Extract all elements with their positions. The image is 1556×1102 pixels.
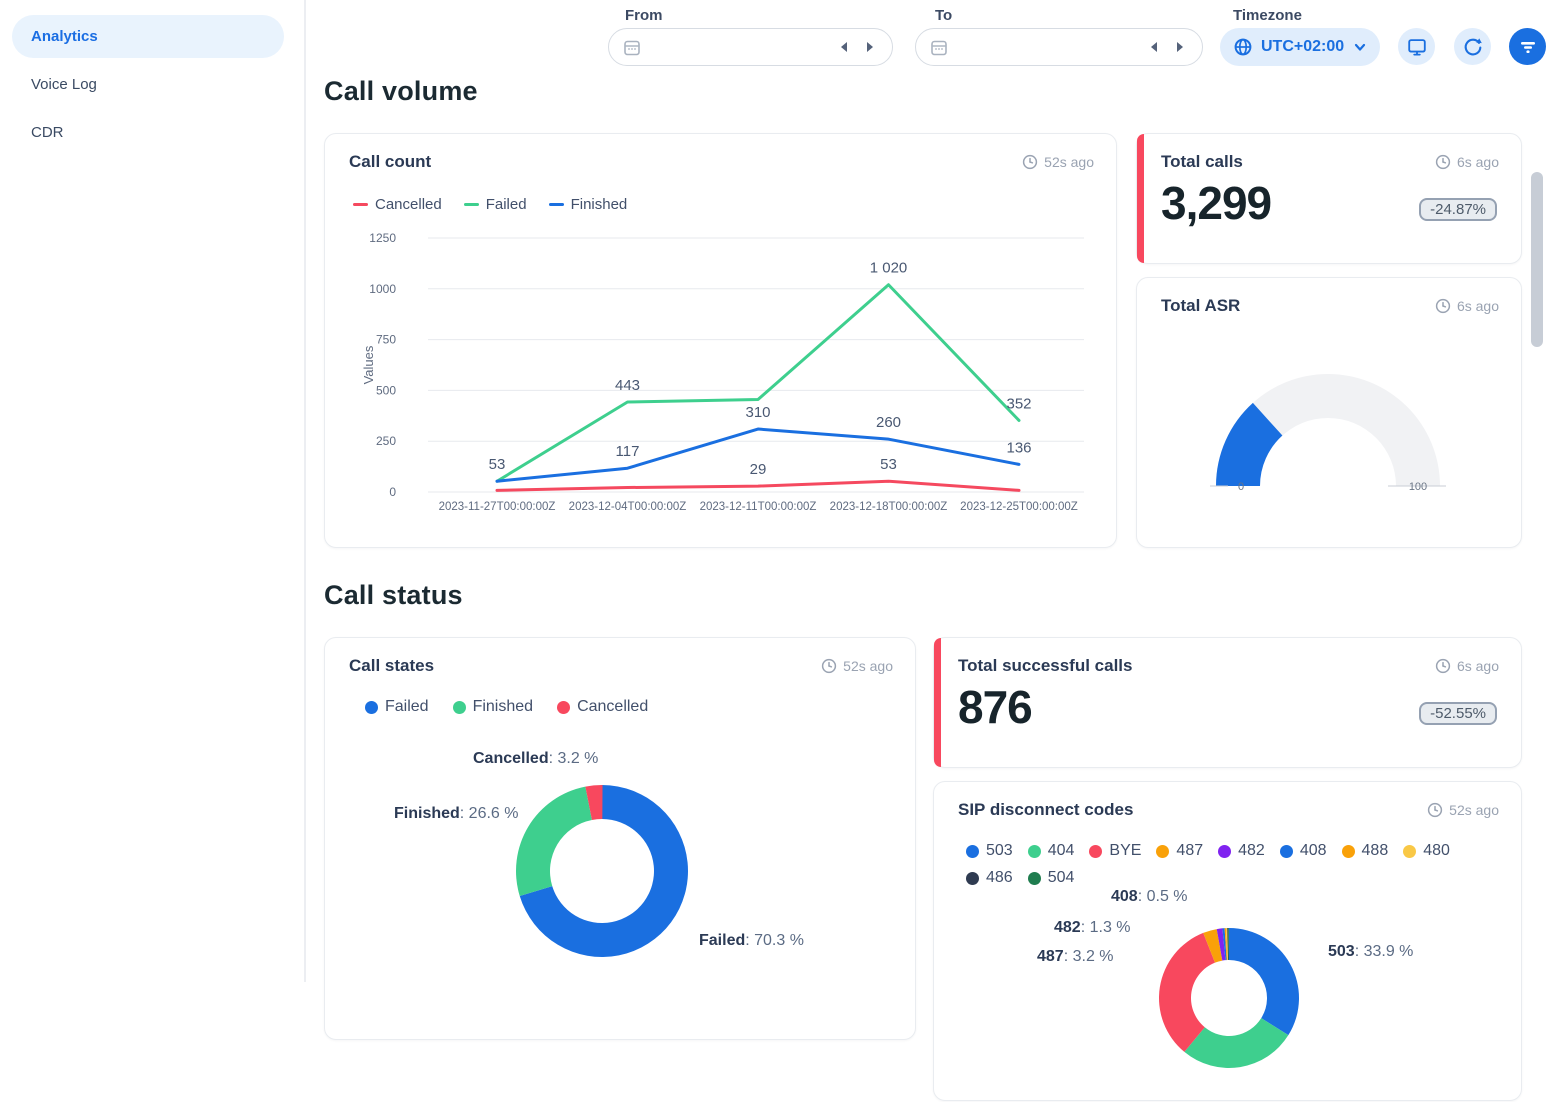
svg-text:100: 100: [1409, 481, 1427, 493]
svg-text:53: 53: [880, 456, 897, 473]
total-asr-gauge: 0 100: [1137, 278, 1523, 549]
legend-label: Cancelled: [375, 196, 442, 213]
svg-text:500: 500: [376, 383, 396, 397]
total-calls-card: Total calls 6s ago 3,299 -24.87%: [1136, 133, 1522, 264]
sidebar: Analytics Voice Log CDR: [0, 0, 306, 982]
call-count-chart: 0 250 500 750 1000 1250 Values 2023-11-27T00:00…: [325, 222, 1118, 532]
legend-dash-icon: [549, 203, 564, 206]
legend-item-cancelled[interactable]: Cancelled: [353, 196, 442, 213]
timezone-select[interactable]: UTC+02:00: [1220, 28, 1380, 66]
total-calls-value: 3,299: [1161, 176, 1271, 230]
display-mode-button[interactable]: [1398, 28, 1435, 65]
scrollbar-thumb[interactable]: [1531, 172, 1543, 347]
svg-text:260: 260: [876, 414, 901, 431]
svg-text:53: 53: [489, 456, 506, 473]
refresh-button[interactable]: [1454, 28, 1491, 65]
prev-period-icon[interactable]: [1146, 39, 1162, 55]
call-count-card: Call count 52s ago Cancelled Failed Finish…: [324, 133, 1117, 548]
call-states-donut: [325, 638, 917, 1038]
to-label: To: [935, 7, 952, 24]
svg-text:0: 0: [389, 485, 396, 499]
svg-text:2023-12-04T00:00:00Z: 2023-12-04T00:00:00Z: [569, 501, 687, 513]
total-calls-delta-badge: -24.87%: [1419, 198, 1497, 221]
svg-text:2023-12-18T00:00:00Z: 2023-12-18T00:00:00Z: [830, 501, 948, 513]
svg-text:2023-12-25T00:00:00Z: 2023-12-25T00:00:00Z: [960, 501, 1078, 513]
svg-text:750: 750: [376, 333, 396, 347]
filter-icon: [1518, 37, 1538, 57]
svg-text:2023-12-11T00:00:00Z: 2023-12-11T00:00:00Z: [700, 501, 817, 513]
total-calls-title: Total calls: [1161, 152, 1243, 172]
total-successful-calls-card: Total successful calls 6s ago 876 -52.55…: [933, 637, 1522, 768]
timezone-label: Timezone: [1233, 7, 1302, 24]
total-successful-delta-badge: -52.55%: [1419, 702, 1497, 725]
red-accent-bar: [1137, 134, 1144, 263]
globe-icon: [1233, 37, 1253, 57]
total-successful-value: 876: [958, 680, 1032, 734]
legend-label: Failed: [486, 196, 527, 213]
from-date-input[interactable]: [651, 39, 826, 56]
sidebar-item-cdr[interactable]: CDR: [12, 111, 284, 154]
call-count-updated: 52s ago: [1022, 154, 1094, 170]
svg-text:0: 0: [1238, 481, 1244, 493]
legend-item-finished[interactable]: Finished: [549, 196, 628, 213]
total-calls-updated: 6s ago: [1435, 154, 1499, 170]
next-period-icon[interactable]: [862, 39, 878, 55]
total-successful-title: Total successful calls: [958, 656, 1132, 676]
svg-text:117: 117: [616, 443, 640, 460]
legend-dash-icon: [464, 203, 479, 206]
sidebar-item-analytics[interactable]: Analytics: [12, 15, 284, 58]
calendar-icon: [930, 38, 948, 56]
from-label: From: [625, 7, 663, 24]
legend-dash-icon: [353, 203, 368, 206]
pie-label-408: 408: 0.5 %: [1111, 888, 1188, 906]
filter-button[interactable]: [1509, 28, 1546, 65]
chevron-down-icon: [1352, 39, 1368, 55]
timezone-value: UTC+02:00: [1261, 38, 1344, 56]
call-count-legend: Cancelled Failed Finished: [353, 196, 627, 213]
svg-text:29: 29: [750, 461, 767, 478]
total-successful-updated: 6s ago: [1435, 658, 1499, 674]
to-date-input[interactable]: [958, 39, 1136, 56]
to-date-field[interactable]: [915, 28, 1203, 66]
svg-text:310: 310: [745, 404, 770, 421]
legend-label: Finished: [571, 196, 628, 213]
pie-label-487: 487: 3.2 %: [1037, 948, 1114, 966]
pie-label-482: 482: 1.3 %: [1054, 919, 1131, 937]
svg-text:250: 250: [376, 434, 396, 448]
svg-text:136: 136: [1006, 439, 1031, 456]
red-accent-bar: [934, 638, 941, 767]
legend-item-failed[interactable]: Failed: [464, 196, 527, 213]
calendar-icon: [623, 38, 641, 56]
pie-label-finished: Finished: 26.6 %: [394, 805, 518, 823]
sip-codes-donut: [934, 782, 1523, 1102]
svg-text:Values: Values: [361, 345, 376, 384]
pie-label-503: 503: 33.9 %: [1328, 943, 1413, 961]
prev-period-icon[interactable]: [836, 39, 852, 55]
next-period-icon[interactable]: [1172, 39, 1188, 55]
clock-icon: [1022, 154, 1038, 170]
call-status-heading: Call status: [324, 580, 463, 611]
refresh-icon: [1462, 36, 1484, 58]
svg-text:1 020: 1 020: [870, 260, 908, 277]
clock-icon: [1435, 154, 1451, 170]
svg-text:2023-11-27T00:00:00Z: 2023-11-27T00:00:00Z: [439, 501, 556, 513]
call-count-title: Call count: [349, 152, 431, 172]
svg-text:352: 352: [1006, 395, 1031, 412]
svg-text:1250: 1250: [369, 231, 396, 245]
sidebar-item-voice-log[interactable]: Voice Log: [12, 63, 284, 106]
svg-text:1000: 1000: [369, 282, 396, 296]
pie-label-failed: Failed: 70.3 %: [699, 932, 804, 950]
call-volume-heading: Call volume: [324, 76, 478, 107]
svg-text:443: 443: [615, 377, 640, 394]
clock-icon: [1435, 658, 1451, 674]
pie-label-cancelled: Cancelled: 3.2 %: [473, 750, 598, 768]
monitor-icon: [1406, 36, 1428, 58]
from-date-field[interactable]: [608, 28, 893, 66]
